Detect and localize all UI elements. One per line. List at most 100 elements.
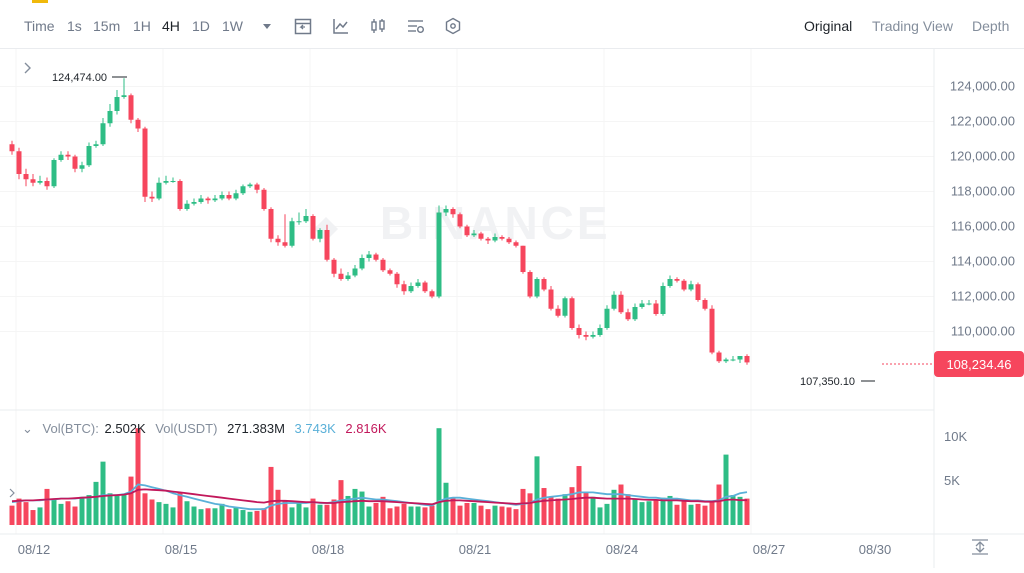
volume-bar	[107, 493, 113, 525]
candle	[681, 279, 687, 292]
view-depth[interactable]: Depth	[972, 18, 1010, 34]
chart-area[interactable]: BINANCE 124,000.00 122,000.00 120,000.00 11…	[0, 49, 1024, 568]
candle	[534, 277, 540, 299]
candle	[590, 331, 596, 339]
volume-bar	[450, 497, 456, 525]
volume-bar	[65, 501, 71, 525]
volume-bar	[331, 499, 337, 525]
candle	[569, 296, 575, 330]
interval-time[interactable]: Time	[24, 18, 55, 34]
volume-bar	[86, 495, 92, 525]
volume-axis-label: 10K	[944, 429, 967, 444]
interval-4h[interactable]: 4H	[162, 18, 180, 34]
candle	[156, 177, 162, 201]
volume-bar	[275, 489, 281, 525]
candle	[541, 277, 547, 292]
accent-marker	[32, 0, 48, 3]
volume-bar	[583, 492, 589, 525]
volume-bar	[163, 503, 169, 525]
expand-chevron-icon[interactable]	[24, 62, 31, 74]
interval-1w[interactable]: 1W	[222, 18, 243, 34]
candle	[149, 191, 155, 202]
volume-bar	[282, 501, 288, 525]
volume-bar	[156, 502, 162, 525]
candle	[730, 356, 736, 362]
candle	[597, 324, 603, 337]
candle	[457, 212, 463, 229]
vol-btc-label: Vol(BTC):	[42, 421, 99, 436]
chart-settings-icon[interactable]	[406, 16, 426, 36]
candle	[338, 268, 344, 281]
volume-bar	[198, 509, 204, 525]
date-range-icon[interactable]	[293, 16, 313, 36]
volume-bar	[170, 507, 176, 525]
volume-bar	[667, 495, 673, 525]
candle	[191, 198, 197, 206]
vol-btc-value: 2.502K	[104, 421, 146, 436]
volume-bar	[394, 506, 400, 525]
price-chart[interactable]: BINANCE 124,000.00122,000.00120,000.0011…	[0, 49, 1024, 568]
candle	[303, 209, 309, 223]
auto-scale-icon[interactable]	[972, 539, 988, 555]
interval-1d[interactable]: 1D	[192, 18, 210, 34]
volume-bar	[191, 506, 197, 525]
indicators-icon[interactable]	[331, 16, 351, 36]
volume-bar	[443, 482, 449, 525]
candle	[394, 272, 400, 288]
candle	[737, 356, 743, 363]
candle	[695, 282, 701, 302]
volume-bar	[702, 505, 708, 525]
volume-bar	[240, 510, 246, 525]
volume-bar	[632, 499, 638, 525]
volume-bar	[429, 505, 435, 525]
candle	[205, 196, 211, 204]
candle	[520, 245, 526, 274]
candle	[107, 104, 113, 127]
candle-type-icon[interactable]	[368, 16, 388, 36]
top-strip	[0, 0, 1024, 4]
drawing-tools-icon[interactable]	[443, 16, 463, 36]
candle	[184, 200, 190, 211]
view-trading-view[interactable]: Trading View	[872, 18, 953, 34]
interval-1h[interactable]: 1H	[133, 18, 151, 34]
grid-lines	[0, 49, 934, 534]
low-marker: 107,350.10	[800, 376, 875, 388]
candle	[625, 308, 631, 321]
volume-bar	[457, 505, 463, 525]
candle	[58, 151, 64, 162]
low-marker-label: 107,350.10	[800, 376, 855, 388]
candle	[366, 251, 372, 262]
volume-bar	[184, 501, 190, 525]
volume-bar	[121, 494, 127, 525]
candle	[555, 305, 561, 318]
volume-bar	[422, 507, 428, 525]
candle	[44, 177, 50, 190]
volume-bar	[660, 497, 666, 525]
candle	[464, 224, 470, 237]
volume-bar	[688, 504, 694, 525]
time-axis-label: 08/18	[312, 542, 345, 557]
interval-15m[interactable]: 15m	[93, 18, 121, 34]
volume-bar	[373, 503, 379, 525]
volume-bar	[464, 503, 470, 525]
volume-pane-arrow-icon[interactable]	[9, 488, 15, 498]
volume-bar	[408, 506, 414, 525]
candle	[93, 140, 99, 148]
candle	[30, 174, 36, 187]
candle	[415, 279, 421, 288]
view-original[interactable]: Original	[804, 18, 853, 34]
volume-bar	[695, 503, 701, 525]
volume-bar	[520, 488, 526, 525]
high-marker-label: 124,474.00	[52, 72, 107, 84]
volume-bar	[93, 481, 99, 525]
candle	[23, 168, 29, 187]
interval-dropdown-caret-icon[interactable]	[257, 16, 277, 36]
volume-bar	[352, 488, 358, 525]
volume-bar	[590, 496, 596, 525]
volume-bar	[506, 507, 512, 525]
volume-bar	[135, 428, 141, 525]
candle	[702, 298, 708, 311]
legend-collapse-icon[interactable]: ⌄	[22, 421, 33, 436]
candle	[667, 275, 673, 288]
interval-1s[interactable]: 1s	[67, 18, 82, 34]
